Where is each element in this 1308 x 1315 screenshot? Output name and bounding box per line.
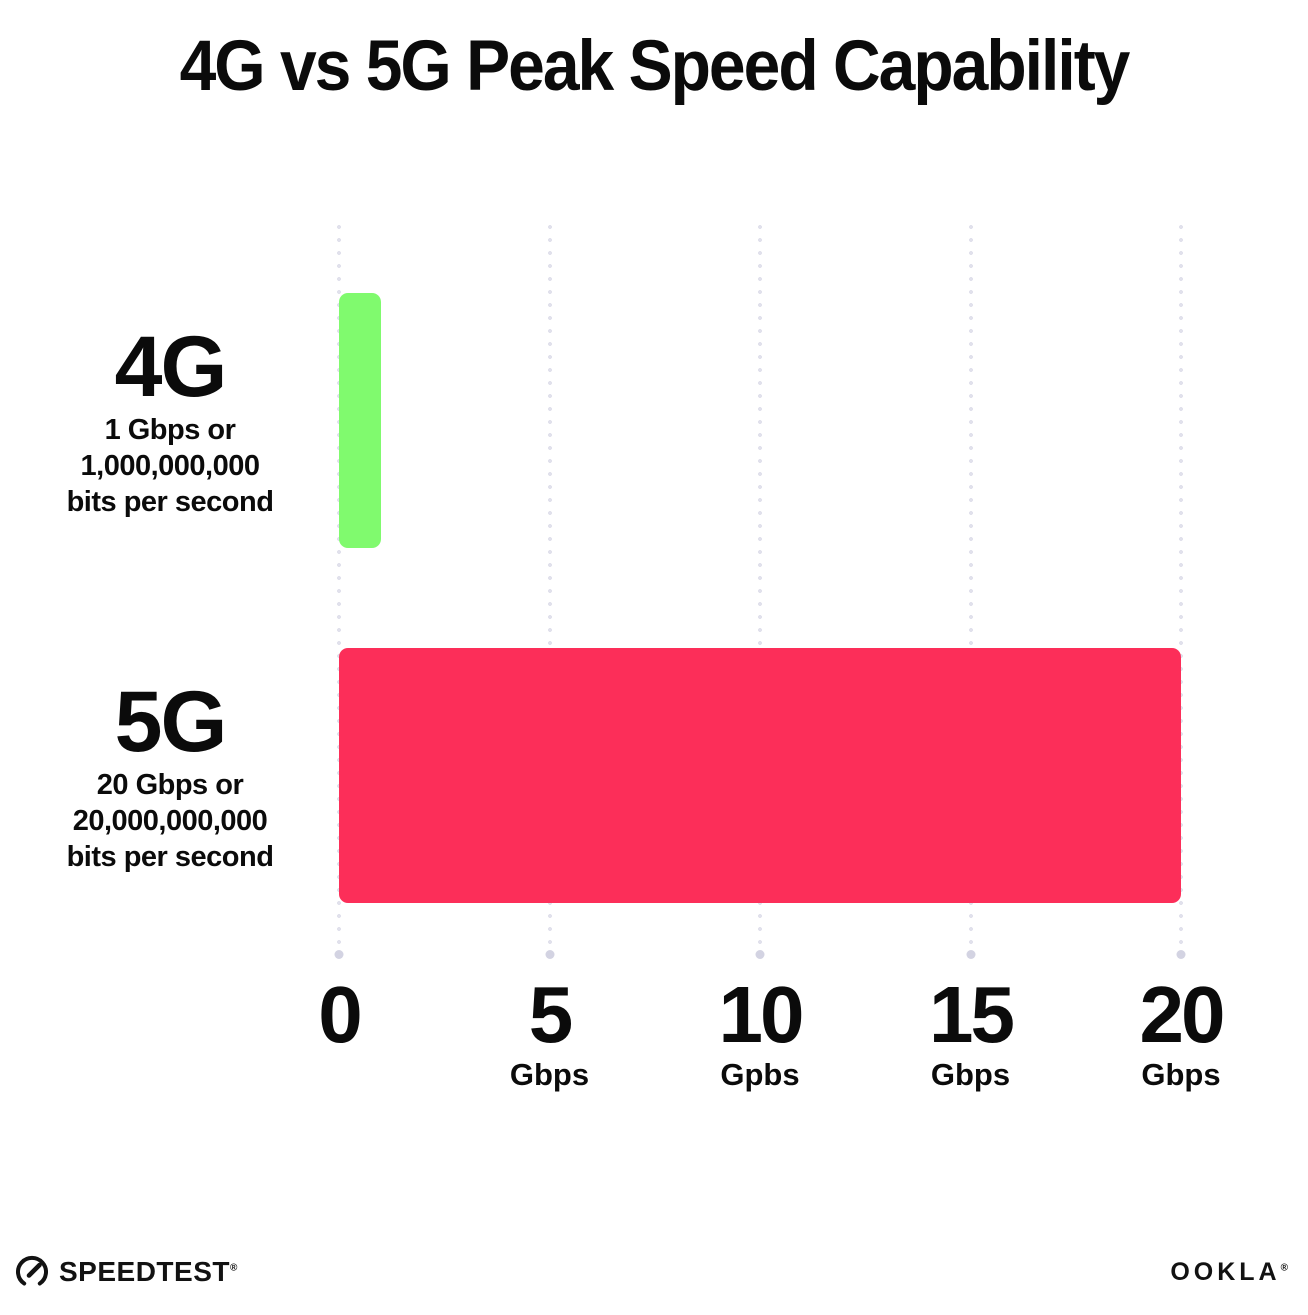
sublabel-4g-line3: bits per second (66, 486, 274, 518)
x-tick-15: 15 Gbps (929, 970, 1015, 1094)
x-tick-unit: Gbps (930, 1057, 1011, 1092)
category-label-5g: 5G (114, 674, 228, 770)
x-tick-number: 20 (1139, 970, 1226, 1059)
speedtest-gauge-icon (16, 1255, 48, 1286)
row-label-4g: 4G 1 Gbps or 1,000,000,000 bits per seco… (18, 322, 322, 520)
x-tick-10: 10 Gpbs (718, 970, 805, 1094)
sublabel-5g-line2: 20,000,000,000 (72, 805, 268, 837)
chart-title: 4G vs 5G Peak Speed Capability (179, 25, 1131, 105)
gridline-20 (1179, 225, 1183, 955)
x-tick-0: 0 (318, 970, 362, 1059)
x-tick-number: 5 (528, 970, 574, 1059)
x-tick-unit: Gbps (1141, 1057, 1221, 1092)
sublabel-4g-line2: 1,000,000,000 (80, 450, 260, 482)
gridline-0 (337, 225, 341, 955)
sublabel-4g-line1: 1 Gbps or (104, 414, 236, 446)
x-tick-number: 15 (929, 970, 1015, 1059)
x-tick-number: 10 (718, 970, 805, 1059)
plot-area (337, 225, 1183, 955)
x-tick-20: 20 Gbps (1139, 970, 1226, 1094)
bar-5g (339, 648, 1181, 903)
x-tick-unit: Gbps (509, 1057, 590, 1092)
category-label-4g: 4G (114, 319, 228, 415)
speedtest-wordmark: SPEEDTEST® (59, 1256, 238, 1287)
x-tick-5: 5 Gbps (509, 970, 590, 1094)
gridline-10 (758, 225, 762, 955)
ookla-logo: OOKLA® (1170, 1258, 1292, 1287)
row-label-5g: 5G 20 Gbps or 20,000,000,000 bits per se… (18, 677, 322, 875)
bar-4g (339, 293, 382, 548)
x-tick-number: 0 (318, 970, 362, 1059)
x-axis: 0 5 Gbps 10 Gpbs 15 Gbps 20 Gbps (318, 970, 1225, 1108)
x-tick-unit: Gpbs (720, 1057, 800, 1092)
gridline-5 (547, 225, 552, 955)
sublabel-5g-line1: 20 Gbps or (96, 769, 244, 801)
gridline-15 (968, 225, 973, 955)
ookla-wordmark: OOKLA® (1170, 1258, 1292, 1286)
speedtest-trademark: ® (229, 1262, 238, 1274)
sublabel-5g-line3: bits per second (66, 841, 274, 873)
speedtest-logo: SPEEDTEST® (14, 1254, 238, 1290)
ookla-trademark: ® (1280, 1262, 1292, 1274)
